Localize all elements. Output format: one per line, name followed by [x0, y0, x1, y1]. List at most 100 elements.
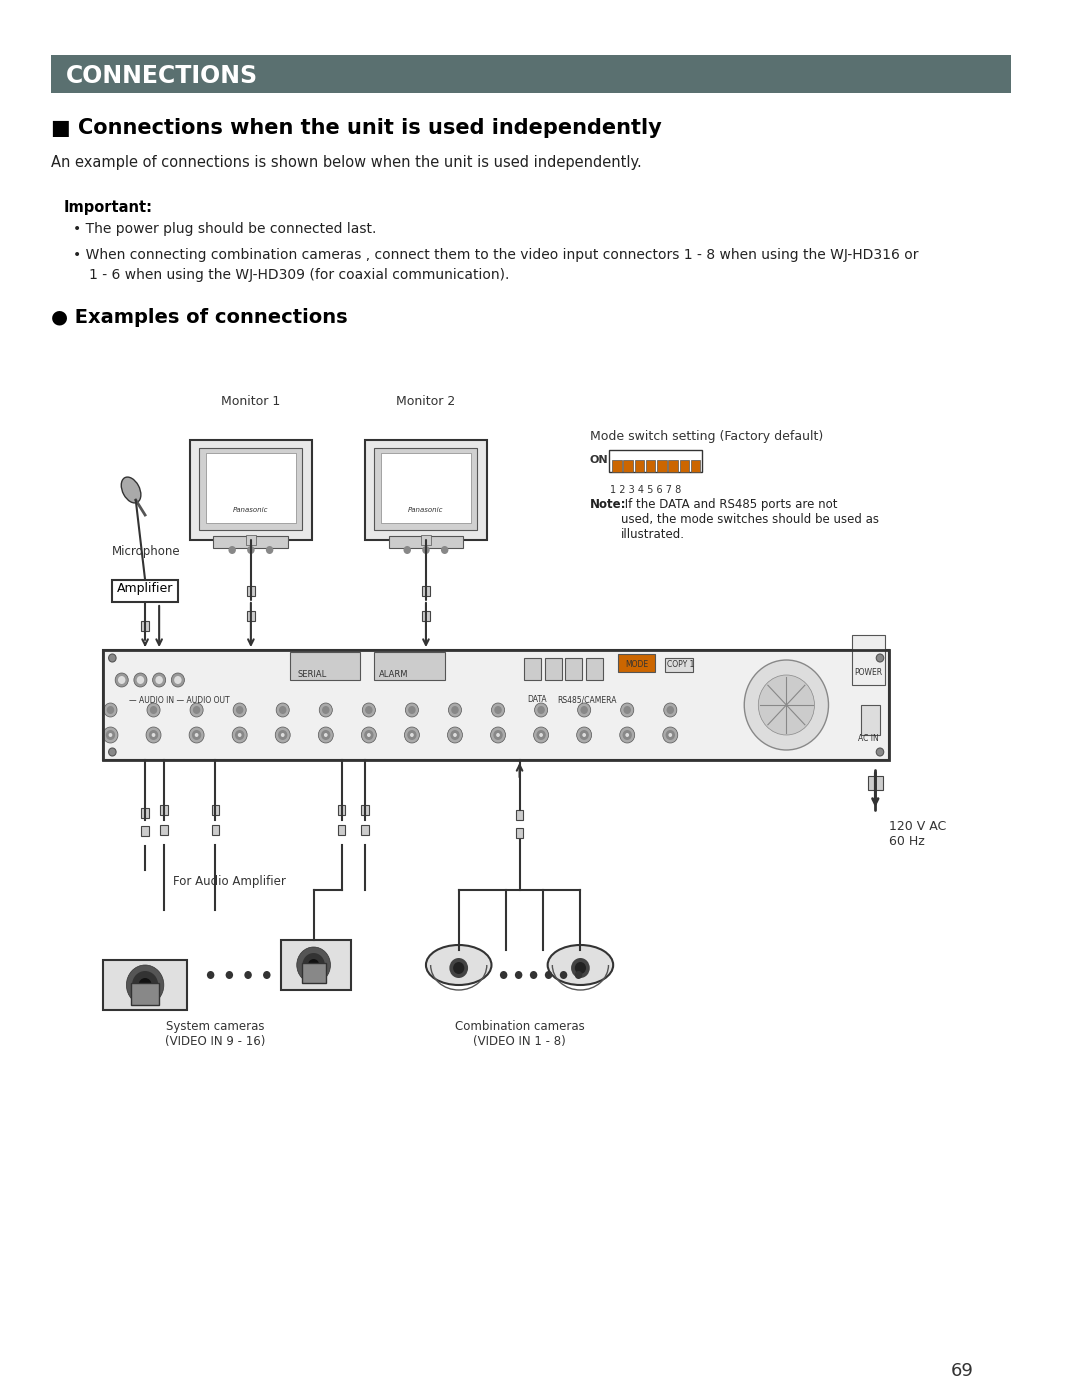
- Text: 1 - 6 when using the WJ-HD309 (for coaxial communication).: 1 - 6 when using the WJ-HD309 (for coaxi…: [89, 269, 510, 283]
- Circle shape: [190, 704, 203, 718]
- Circle shape: [109, 653, 116, 662]
- Circle shape: [107, 706, 114, 713]
- Circle shape: [321, 730, 330, 740]
- Circle shape: [404, 546, 411, 554]
- Circle shape: [663, 727, 678, 743]
- Bar: [868, 776, 882, 790]
- Text: ■ Connections when the unit is used independently: ■ Connections when the unit is used inde…: [52, 118, 662, 139]
- Bar: [214, 536, 288, 548]
- Circle shape: [244, 971, 252, 979]
- Bar: [160, 804, 167, 816]
- Circle shape: [666, 706, 674, 713]
- Circle shape: [126, 965, 164, 1004]
- Bar: [422, 586, 430, 596]
- Circle shape: [118, 676, 125, 684]
- Bar: [664, 658, 692, 672]
- Text: ON: ON: [590, 455, 608, 464]
- Text: Microphone: Microphone: [112, 546, 181, 558]
- Bar: [852, 635, 885, 686]
- Bar: [586, 658, 603, 680]
- Circle shape: [744, 660, 828, 750]
- Ellipse shape: [426, 944, 491, 985]
- Circle shape: [146, 727, 161, 743]
- Circle shape: [622, 730, 632, 740]
- Bar: [544, 658, 562, 680]
- Text: MODE: MODE: [625, 660, 648, 669]
- Bar: [141, 809, 149, 818]
- Text: ALARM: ALARM: [379, 670, 408, 679]
- Bar: [131, 983, 159, 1004]
- Bar: [375, 652, 445, 680]
- Circle shape: [441, 546, 448, 554]
- Circle shape: [404, 727, 419, 743]
- Circle shape: [664, 704, 677, 718]
- Text: Monitor 1: Monitor 1: [221, 395, 281, 409]
- Bar: [190, 441, 312, 540]
- Circle shape: [544, 971, 552, 979]
- Circle shape: [758, 674, 814, 734]
- Circle shape: [539, 733, 543, 737]
- Bar: [635, 460, 644, 471]
- Circle shape: [137, 676, 144, 684]
- Circle shape: [192, 730, 201, 740]
- Text: Combination cameras
(VIDEO IN 1 - 8): Combination cameras (VIDEO IN 1 - 8): [455, 1020, 584, 1048]
- Text: Note:: Note:: [590, 498, 626, 511]
- Circle shape: [297, 947, 330, 983]
- Circle shape: [275, 727, 291, 743]
- Circle shape: [156, 676, 163, 684]
- Bar: [679, 460, 689, 471]
- Circle shape: [620, 727, 635, 743]
- Bar: [103, 651, 889, 760]
- Circle shape: [571, 958, 590, 978]
- Bar: [516, 810, 524, 820]
- Circle shape: [410, 733, 414, 737]
- Bar: [206, 453, 296, 523]
- Circle shape: [149, 730, 158, 740]
- Circle shape: [319, 727, 334, 743]
- Circle shape: [580, 706, 588, 713]
- Bar: [247, 586, 255, 596]
- Circle shape: [238, 733, 242, 737]
- Circle shape: [559, 971, 567, 979]
- Circle shape: [405, 704, 418, 718]
- Bar: [362, 825, 369, 835]
- Circle shape: [669, 733, 672, 737]
- Text: Panasonic: Panasonic: [233, 506, 269, 513]
- Bar: [608, 450, 702, 471]
- Circle shape: [150, 706, 158, 713]
- Circle shape: [449, 958, 468, 978]
- Circle shape: [207, 971, 215, 979]
- Circle shape: [320, 704, 333, 718]
- Text: Amplifier: Amplifier: [117, 582, 173, 595]
- Text: Panasonic: Panasonic: [408, 506, 444, 513]
- Circle shape: [495, 706, 502, 713]
- Bar: [422, 611, 430, 621]
- Circle shape: [276, 704, 289, 718]
- Circle shape: [408, 706, 416, 713]
- Circle shape: [575, 971, 582, 979]
- Circle shape: [235, 730, 244, 740]
- Text: RS485/CAMERA: RS485/CAMERA: [557, 695, 617, 704]
- Circle shape: [151, 733, 156, 737]
- Circle shape: [193, 706, 200, 713]
- Circle shape: [152, 673, 165, 687]
- Bar: [524, 658, 541, 680]
- Text: Monitor 2: Monitor 2: [396, 395, 456, 409]
- Text: 120 V AC
60 Hz: 120 V AC 60 Hz: [889, 820, 946, 848]
- Text: AC IN: AC IN: [858, 733, 878, 743]
- Bar: [141, 621, 149, 631]
- Text: For Audio Amplifier: For Audio Amplifier: [173, 874, 286, 888]
- Circle shape: [491, 704, 504, 718]
- Circle shape: [577, 727, 592, 743]
- Circle shape: [264, 971, 271, 979]
- Circle shape: [300, 971, 308, 979]
- Text: Important:: Important:: [64, 200, 152, 215]
- Text: If the DATA and RS485 ports are not
used, the mode switches should be used as
il: If the DATA and RS485 ports are not used…: [621, 498, 879, 541]
- Circle shape: [172, 673, 185, 687]
- Circle shape: [422, 546, 430, 554]
- Circle shape: [232, 727, 247, 743]
- Text: Mode switch setting (Factory default): Mode switch setting (Factory default): [590, 429, 823, 443]
- Circle shape: [103, 727, 118, 743]
- Bar: [691, 460, 700, 471]
- Circle shape: [235, 706, 243, 713]
